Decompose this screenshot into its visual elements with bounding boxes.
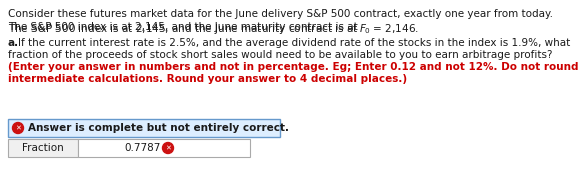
Text: a.: a. xyxy=(8,38,19,48)
FancyBboxPatch shape xyxy=(8,119,280,137)
FancyBboxPatch shape xyxy=(8,139,78,157)
Text: Answer is complete but not entirely correct.: Answer is complete but not entirely corr… xyxy=(28,123,288,133)
Text: Fraction: Fraction xyxy=(22,143,64,153)
Text: ✕: ✕ xyxy=(15,125,21,131)
Circle shape xyxy=(12,122,23,133)
Text: Consider these futures market data for the June delivery S&P 500 contract, exact: Consider these futures market data for t… xyxy=(8,9,553,19)
Circle shape xyxy=(163,143,174,153)
Text: The S&P 500 index is at 2,145, and the June maturity contract is at $\it{F}_{\!0: The S&P 500 index is at 2,145, and the J… xyxy=(8,22,419,36)
FancyBboxPatch shape xyxy=(78,139,250,157)
Text: fraction of the proceeds of stock short sales would need to be available to you : fraction of the proceeds of stock short … xyxy=(8,50,552,60)
Text: intermediate calculations. Round your answer to 4 decimal places.): intermediate calculations. Round your an… xyxy=(8,74,407,84)
Text: The S&P 500 index is at 2,145, and the June maturity contract is at: The S&P 500 index is at 2,145, and the J… xyxy=(8,22,361,32)
Text: (Enter your answer in numbers and not in percentage. Eg; Enter 0.12 and not 12%.: (Enter your answer in numbers and not in… xyxy=(8,62,579,72)
Text: 0.7787: 0.7787 xyxy=(125,143,161,153)
Text: If the current interest rate is 2.5%, and the average dividend rate of the stock: If the current interest rate is 2.5%, an… xyxy=(18,38,570,48)
Text: ✕: ✕ xyxy=(165,145,171,151)
